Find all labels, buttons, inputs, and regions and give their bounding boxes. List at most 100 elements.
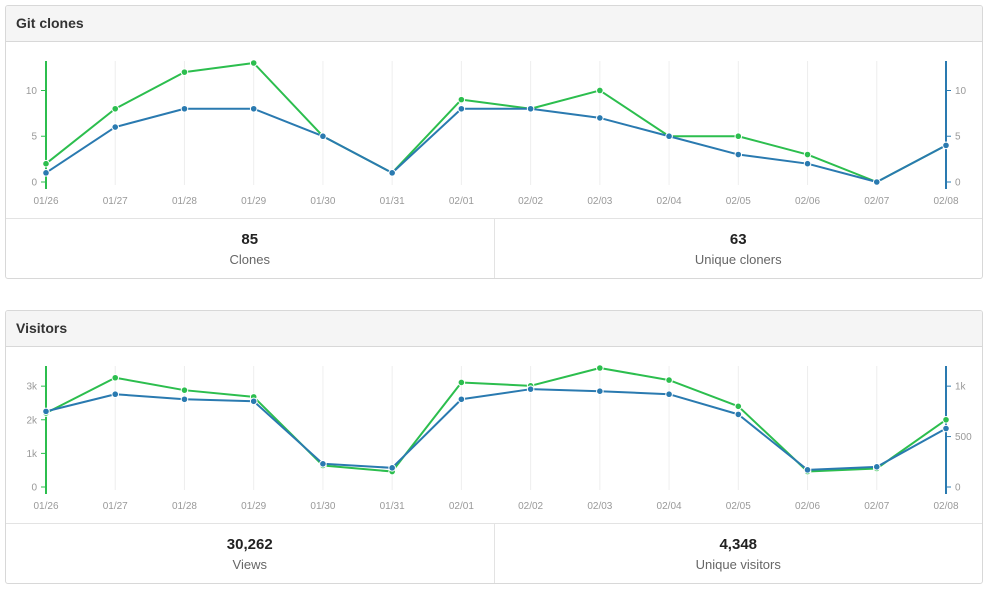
x-tick-label: 02/07 [864, 196, 889, 207]
x-tick-label: 02/02 [518, 196, 543, 207]
views-count: 30,262 [226, 536, 273, 553]
visitors-panel: Visitors 0 1k 2k 3k 0 500 1k 01/26 01/27 01/28 01/… [5, 310, 983, 584]
data-point-right [319, 460, 327, 468]
data-point-right [942, 141, 950, 150]
x-tick-label: 02/08 [933, 501, 958, 512]
data-point-right [734, 410, 743, 419]
x-tick-label: 02/04 [657, 501, 682, 512]
left-tick-label: 2k [26, 415, 38, 426]
data-point-right [872, 463, 881, 471]
git-clones-stats: 85 Clones 63 Unique cloners [6, 219, 983, 278]
data-point-left [942, 415, 950, 424]
unique-cloners-count: 63 [729, 231, 747, 248]
x-tick-label: 02/04 [657, 196, 682, 207]
x-tick-label: 02/07 [864, 501, 889, 512]
views-stat: 30,262 Views [6, 524, 494, 583]
right-tick-label: 10 [955, 86, 967, 97]
data-point-right [526, 385, 535, 393]
x-tick-label: 02/08 [933, 196, 958, 207]
visitors-chart-svg: 0 1k 2k 3k 0 500 1k 01/26 01/27 01/28 01/29 01/30 01… [26, 364, 972, 512]
x-tick-label: 01/31 [380, 196, 405, 207]
clones-stat: 85 Clones [6, 219, 494, 278]
data-point-right [249, 104, 258, 113]
data-point-right [734, 150, 743, 159]
data-point-left [665, 376, 673, 384]
x-tick-label: 01/29 [241, 501, 266, 512]
left-tick-label: 3k [26, 382, 38, 393]
unique-cloners-label: Unique cloners [694, 252, 782, 267]
visitors-stats: 30,262 Views 4,348 Unique visitors [6, 524, 983, 583]
x-tick-label: 01/30 [310, 196, 335, 207]
right-tick-label: 5 [955, 132, 961, 143]
data-point-right [665, 132, 673, 141]
x-tick-label: 01/30 [310, 501, 335, 512]
views-label: Views [232, 557, 267, 572]
unique-visitors-label: Unique visitors [695, 557, 781, 572]
x-tick-label: 02/05 [726, 501, 751, 512]
data-point-right [249, 397, 258, 406]
data-point-left [803, 150, 812, 159]
data-point-right [42, 407, 50, 416]
x-tick-label: 01/27 [103, 501, 128, 512]
x-tick-label: 02/02 [518, 501, 543, 512]
right-tick-label: 500 [955, 432, 972, 443]
x-tick-label: 02/06 [795, 501, 820, 512]
unique-cloners-stat: 63 Unique cloners [493, 219, 983, 278]
x-tick-label: 02/03 [587, 196, 612, 207]
data-point-right [388, 464, 396, 472]
x-tick-label: 01/28 [172, 196, 197, 207]
data-point-right [872, 178, 881, 186]
right-tick-label: 1k [955, 382, 967, 393]
right-tick-label: 0 [955, 178, 961, 189]
data-point-right [388, 169, 396, 177]
data-point-right [457, 395, 466, 404]
data-point-right [180, 395, 189, 404]
x-tick-label: 02/06 [795, 196, 820, 207]
data-point-left [734, 132, 743, 141]
data-point-left [457, 378, 466, 387]
series-line-left [45, 367, 947, 473]
x-tick-label: 02/05 [726, 196, 751, 207]
data-point-right [596, 114, 604, 122]
right-tick-label: 0 [955, 483, 961, 494]
x-tick-label: 01/26 [33, 501, 58, 512]
data-point-left [249, 59, 258, 67]
data-point-right [42, 169, 50, 177]
data-point-right [665, 390, 673, 399]
data-point-right [803, 466, 812, 474]
git-clones-title: Git clones [6, 6, 982, 42]
clones-label: Clones [229, 252, 270, 267]
visitors-chart: 0 1k 2k 3k 0 500 1k 01/26 01/27 01/28 01/29 01/30 01… [6, 347, 982, 524]
series-line-right [45, 388, 947, 471]
data-point-left [111, 373, 120, 382]
left-tick-label: 1k [26, 449, 38, 460]
data-point-right [526, 104, 535, 113]
data-point-left [734, 402, 743, 411]
clones-count: 85 [241, 231, 259, 248]
x-tick-label: 01/26 [33, 196, 58, 207]
visitors-title: Visitors [6, 311, 982, 347]
left-tick-label: 0 [31, 483, 37, 494]
data-point-left [596, 86, 604, 95]
data-point-right [180, 104, 189, 113]
data-point-left [180, 68, 189, 76]
x-tick-label: 01/27 [103, 196, 128, 207]
data-point-right [457, 104, 466, 113]
left-tick-label: 0 [31, 178, 37, 189]
left-tick-label: 10 [26, 86, 38, 97]
data-point-left [42, 159, 50, 168]
data-point-left [111, 104, 120, 113]
x-tick-label: 01/28 [172, 501, 197, 512]
data-point-right [803, 159, 812, 168]
series-line-right [45, 107, 947, 183]
x-tick-label: 02/01 [449, 501, 474, 512]
unique-visitors-stat: 4,348 Unique visitors [493, 524, 983, 583]
data-point-right [596, 387, 604, 395]
git-clones-chart: 0 5 10 0 5 10 01/26 01/27 01/28 01/29 01/30 01/31 02… [6, 42, 982, 219]
data-point-right [942, 424, 950, 433]
data-point-right [111, 390, 120, 399]
data-point-left [596, 364, 604, 372]
data-point-right [319, 132, 327, 141]
series-line-left [45, 62, 947, 183]
x-tick-label: 02/03 [587, 501, 612, 512]
